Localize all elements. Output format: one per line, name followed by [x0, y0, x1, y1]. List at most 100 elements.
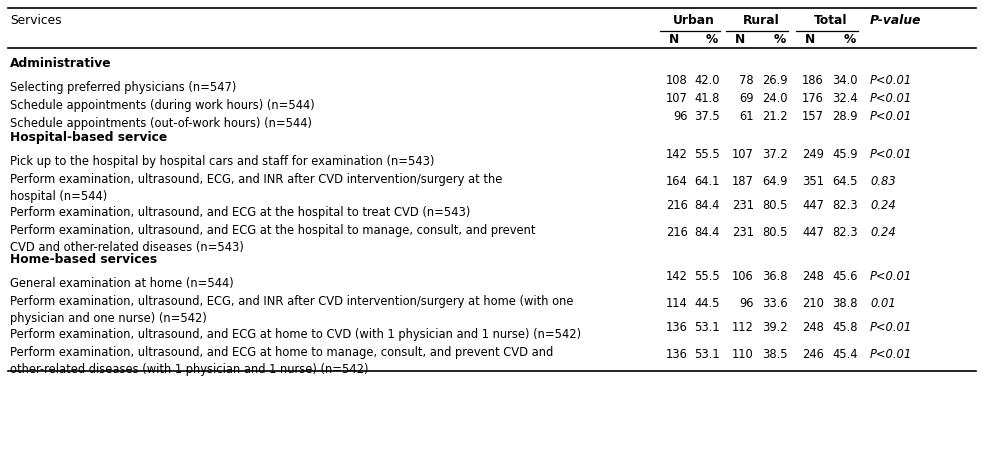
- Text: %: %: [844, 34, 856, 46]
- Text: 112: 112: [732, 321, 754, 334]
- Text: Perform examination, ultrasound, and ECG at home to manage, consult, and prevent: Perform examination, ultrasound, and ECG…: [10, 346, 553, 376]
- Text: %: %: [773, 34, 786, 46]
- Text: 136: 136: [666, 348, 688, 361]
- Text: 45.9: 45.9: [832, 148, 858, 161]
- Text: 447: 447: [802, 226, 824, 239]
- Text: 0.24: 0.24: [870, 226, 895, 239]
- Text: 64.9: 64.9: [763, 175, 788, 188]
- Text: P<0.01: P<0.01: [870, 321, 912, 334]
- Text: 37.2: 37.2: [763, 148, 788, 161]
- Text: 142: 142: [666, 270, 688, 283]
- Text: 176: 176: [802, 93, 824, 105]
- Text: 0.01: 0.01: [870, 296, 895, 310]
- Text: 24.0: 24.0: [763, 93, 788, 105]
- Text: General examination at home (n=544): General examination at home (n=544): [10, 277, 234, 290]
- Text: Urban: Urban: [673, 15, 715, 27]
- Text: 96: 96: [673, 110, 688, 123]
- Text: 107: 107: [732, 148, 754, 161]
- Text: Services: Services: [10, 15, 62, 27]
- Text: 45.6: 45.6: [832, 270, 858, 283]
- Text: Perform examination, ultrasound, ECG, and INR after CVD intervention/surgery at : Perform examination, ultrasound, ECG, an…: [10, 173, 503, 203]
- Text: 42.0: 42.0: [695, 75, 720, 87]
- Text: 45.4: 45.4: [832, 348, 858, 361]
- Text: 447: 447: [802, 199, 824, 212]
- Text: 55.5: 55.5: [695, 270, 720, 283]
- Text: 187: 187: [732, 175, 754, 188]
- Text: 28.9: 28.9: [832, 110, 858, 123]
- Text: Administrative: Administrative: [10, 57, 111, 70]
- Text: 34.0: 34.0: [832, 75, 858, 87]
- Text: 216: 216: [666, 226, 688, 239]
- Text: 351: 351: [802, 175, 824, 188]
- Text: 26.9: 26.9: [763, 75, 788, 87]
- Text: 84.4: 84.4: [695, 226, 720, 239]
- Text: Rural: Rural: [743, 15, 779, 27]
- Text: 45.8: 45.8: [832, 321, 858, 334]
- Text: N: N: [669, 34, 679, 46]
- Text: 164: 164: [666, 175, 688, 188]
- Text: 142: 142: [666, 148, 688, 161]
- Text: 248: 248: [802, 321, 824, 334]
- Text: P<0.01: P<0.01: [870, 148, 912, 161]
- Text: P<0.01: P<0.01: [870, 75, 912, 87]
- Text: 231: 231: [732, 226, 754, 239]
- Text: Pick up to the hospital by hospital cars and staff for examination (n=543): Pick up to the hospital by hospital cars…: [10, 155, 435, 168]
- Text: Home-based services: Home-based services: [10, 253, 157, 266]
- Text: 96: 96: [740, 296, 754, 310]
- Text: 44.5: 44.5: [695, 296, 720, 310]
- Text: 0.24: 0.24: [870, 199, 895, 212]
- Text: 36.8: 36.8: [763, 270, 788, 283]
- Text: 216: 216: [666, 199, 688, 212]
- Text: 82.3: 82.3: [832, 226, 858, 239]
- Text: 38.5: 38.5: [763, 348, 788, 361]
- Text: 21.2: 21.2: [763, 110, 788, 123]
- Text: 110: 110: [732, 348, 754, 361]
- Text: 41.8: 41.8: [695, 93, 720, 105]
- Text: 231: 231: [732, 199, 754, 212]
- Text: 106: 106: [732, 270, 754, 283]
- Text: Schedule appointments (out-of-work hours) (n=544): Schedule appointments (out-of-work hours…: [10, 117, 312, 130]
- Text: 108: 108: [666, 75, 688, 87]
- Text: Perform examination, ultrasound, ECG, and INR after CVD intervention/surgery at : Perform examination, ultrasound, ECG, an…: [10, 295, 574, 325]
- Text: 32.4: 32.4: [832, 93, 858, 105]
- Text: 39.2: 39.2: [763, 321, 788, 334]
- Text: 64.5: 64.5: [832, 175, 858, 188]
- Text: 0.83: 0.83: [870, 175, 895, 188]
- Text: N: N: [735, 34, 745, 46]
- Text: 80.5: 80.5: [763, 199, 788, 212]
- Text: 61: 61: [740, 110, 754, 123]
- Text: Schedule appointments (during work hours) (n=544): Schedule appointments (during work hours…: [10, 99, 315, 112]
- Text: 157: 157: [802, 110, 824, 123]
- Text: Total: Total: [814, 15, 848, 27]
- Text: 55.5: 55.5: [695, 148, 720, 161]
- Text: 64.1: 64.1: [695, 175, 720, 188]
- Text: 107: 107: [666, 93, 688, 105]
- Text: 248: 248: [802, 270, 824, 283]
- Text: Perform examination, ultrasound, and ECG at home to CVD (with 1 physician and 1 : Perform examination, ultrasound, and ECG…: [10, 328, 582, 341]
- Text: 186: 186: [802, 75, 824, 87]
- Text: 78: 78: [739, 75, 754, 87]
- Text: 38.8: 38.8: [832, 296, 858, 310]
- Text: P-value: P-value: [870, 15, 921, 27]
- Text: Perform examination, ultrasound, and ECG at the hospital to treat CVD (n=543): Perform examination, ultrasound, and ECG…: [10, 206, 470, 219]
- Text: 33.6: 33.6: [763, 296, 788, 310]
- Text: %: %: [706, 34, 718, 46]
- Text: Hospital-based service: Hospital-based service: [10, 131, 167, 144]
- Text: N: N: [805, 34, 815, 46]
- Text: 53.1: 53.1: [695, 348, 720, 361]
- Text: 136: 136: [666, 321, 688, 334]
- Text: 249: 249: [802, 148, 824, 161]
- Text: P<0.01: P<0.01: [870, 93, 912, 105]
- Text: 37.5: 37.5: [695, 110, 720, 123]
- Text: P<0.01: P<0.01: [870, 348, 912, 361]
- Text: 246: 246: [802, 348, 824, 361]
- Text: P<0.01: P<0.01: [870, 270, 912, 283]
- Text: 53.1: 53.1: [695, 321, 720, 334]
- Text: 84.4: 84.4: [695, 199, 720, 212]
- Text: 114: 114: [666, 296, 688, 310]
- Text: Selecting preferred physicians (n=547): Selecting preferred physicians (n=547): [10, 81, 236, 94]
- Text: Perform examination, ultrasound, and ECG at the hospital to manage, consult, and: Perform examination, ultrasound, and ECG…: [10, 224, 535, 254]
- Text: 82.3: 82.3: [832, 199, 858, 212]
- Text: P<0.01: P<0.01: [870, 110, 912, 123]
- Text: 210: 210: [802, 296, 824, 310]
